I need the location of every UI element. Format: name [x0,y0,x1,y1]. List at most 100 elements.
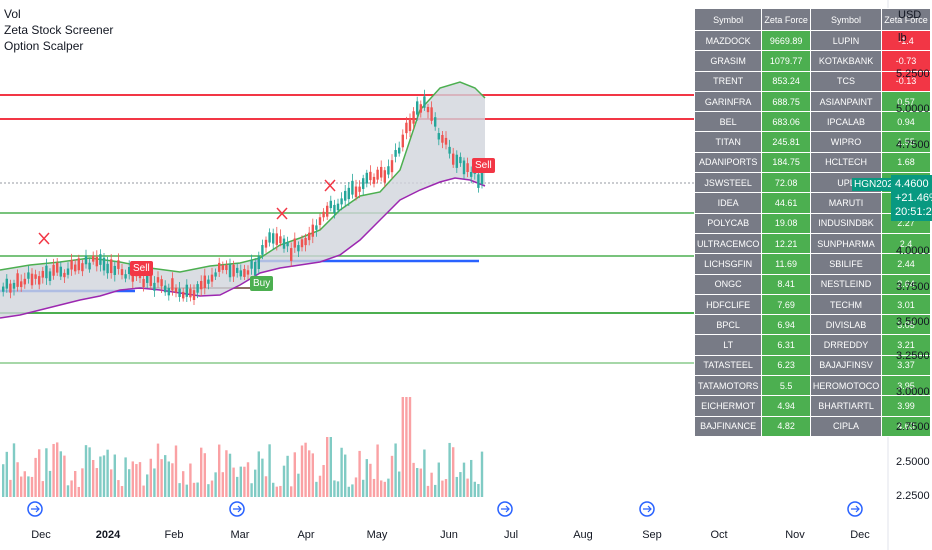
table-row: ADANIPORTS 184.75 HCLTECH 1.68 [693,151,931,174]
zeta-force-cell: 3.37 [881,354,931,377]
last-price-tag: 4.4600 +21.46% 20:51:23 [891,175,932,221]
symbol-cell: INDUSINDBK [809,212,883,234]
symbol-cell: MAZDOCK [693,29,763,52]
screener-table: Symbol Zeta Force Symbol Zeta Force MAZD… [693,8,931,437]
symbol-cell: TATASTEEL [693,354,763,377]
event-icon[interactable] [639,501,655,517]
table-row: EICHERMOT 4.94 BHARTIARTL 3.99 [693,395,931,417]
zeta-force-cell: 0.94 [881,111,931,133]
symbol-cell: GRASIM [693,50,763,72]
x-marker [324,179,336,192]
event-icon[interactable] [27,501,43,517]
symbol-cell: SBILIFE [809,253,883,275]
last-price-value: 4.4600 [895,178,929,190]
symbol-cell: MARUTI [809,192,883,214]
zeta-force-cell: 4.82 [761,415,811,437]
y-tick-label: 4.7500 [896,139,930,151]
column-header: Zeta Force [881,8,931,31]
legend-item[interactable]: Option Scalper [4,39,84,53]
table-row: POLYCAB 19.08 INDUSINDBK 2.27 [693,212,931,234]
zeta-force-cell: 683.06 [761,111,811,133]
currency-label[interactable]: USD [898,9,922,21]
symbol-cell: LT [693,334,763,356]
symbol-cell: BHARTIARTL [809,395,883,417]
symbol-cell: LUPIN [809,29,883,52]
symbol-cell: TECHM [809,293,883,316]
symbol-cell: BEL [693,111,763,133]
table-row: BAJFINANCE 4.82 CIPLA 4.63 [693,415,931,437]
table-header-row: Symbol Zeta Force Symbol Zeta Force [693,8,931,31]
event-icon[interactable] [229,501,245,517]
price-axis[interactable]: 5.25005.00004.75004.50004.25004.00003.75… [888,0,932,550]
band-fill [0,82,485,318]
zeta-force-cell: 245.81 [761,131,811,153]
symbol-cell: DIVISLAB [809,314,883,336]
legend-item[interactable]: Vol [4,7,21,21]
event-icon[interactable] [847,501,863,517]
symbol-cell: KOTAKBANK [809,50,883,72]
zeta-force-cell: 184.75 [761,151,811,174]
zeta-force-cell: 7.69 [761,293,811,316]
symbol-cell: TITAN [693,131,763,153]
zeta-force-cell: 11.69 [761,253,811,275]
y-tick-label: 3.2500 [896,350,930,362]
x-tick-label: Jun [440,529,458,541]
legend-item[interactable]: Zeta Stock Screener [4,23,114,37]
table-row: LT 6.31 DRREDDY 3.21 [693,334,931,356]
symbol-cell: TRENT [693,70,763,92]
table-row: TRENT 853.24 TCS -0.13 [693,70,931,92]
x-tick-label: Apr [297,529,315,541]
y-tick-label: 5.2500 [896,68,930,80]
table-row: LICHSGFIN 11.69 SBILIFE 2.44 [693,253,931,275]
x-tick-label: Jul [503,529,519,541]
y-tick-label: 5.0000 [896,103,930,115]
zeta-force-cell: 6.23 [761,354,811,377]
x-tick-label: Sep [642,529,662,541]
x-tick-label: Dec [31,529,51,541]
buy-signal-label: Buy [250,276,274,291]
symbol-cell: ULTRACEMCO [693,232,763,255]
bar-countdown: 20:51:23 [895,206,932,218]
y-tick-label: 3.0000 [896,386,930,398]
event-icon[interactable] [497,501,513,517]
symbol-cell: CIPLA [809,415,883,437]
last-price-change: +21.46% [895,192,932,204]
x-tick-label: Nov [785,529,805,541]
y-tick-label: 2.5000 [896,456,930,468]
zeta-force-cell: 4.63 [881,415,931,437]
zeta-force-cell: 6.31 [761,334,811,356]
table-row: GRASIM 1079.77 KOTAKBANK -0.73 [693,50,931,72]
zeta-force-cell: -0.73 [881,50,931,72]
x-tick-label: Feb [164,529,184,541]
symbol-cell: JSWSTEEL [693,172,763,194]
y-tick-label: 2.2500 [896,490,930,502]
zeta-force-cell: 5.5 [761,375,811,397]
sell-signal-label: Sell [130,261,153,276]
zeta-force-cell: 1079.77 [761,50,811,72]
symbol-cell: BPCL [693,314,763,336]
y-tick-label: 4.0000 [896,245,930,257]
candles [2,89,484,305]
x-marker [38,232,50,245]
symbol-cell: ASIANPAINT [809,90,883,113]
symbol-cell: BAJAJFINSV [809,354,883,377]
table-row: ULTRACEMCO 12.21 SUNPHARMA 2.4 [693,232,931,255]
symbol-cell: ADANIPORTS [693,151,763,174]
zeta-force-cell: 8.41 [761,273,811,295]
symbol-cell: NESTLEIND [809,273,883,295]
symbol-cell: BAJFINANCE [693,415,763,437]
zeta-force-cell: 0.57 [881,90,931,113]
column-header: Zeta Force [761,8,811,31]
symbol-cell: LICHSGFIN [693,253,763,275]
x-tick-label: Dec [850,529,870,541]
symbol-cell: SUNPHARMA [809,232,883,255]
table-row: BEL 683.06 IPCALAB 0.94 [693,111,931,133]
symbol-cell: GARINFRA [693,90,763,113]
symbol-cell: IPCALAB [809,111,883,133]
zeta-force-cell: 1.68 [881,151,931,174]
symbol-cell: POLYCAB [693,212,763,234]
zeta-force-cell: 2.44 [881,253,931,275]
unit-label[interactable]: lb [898,32,907,44]
